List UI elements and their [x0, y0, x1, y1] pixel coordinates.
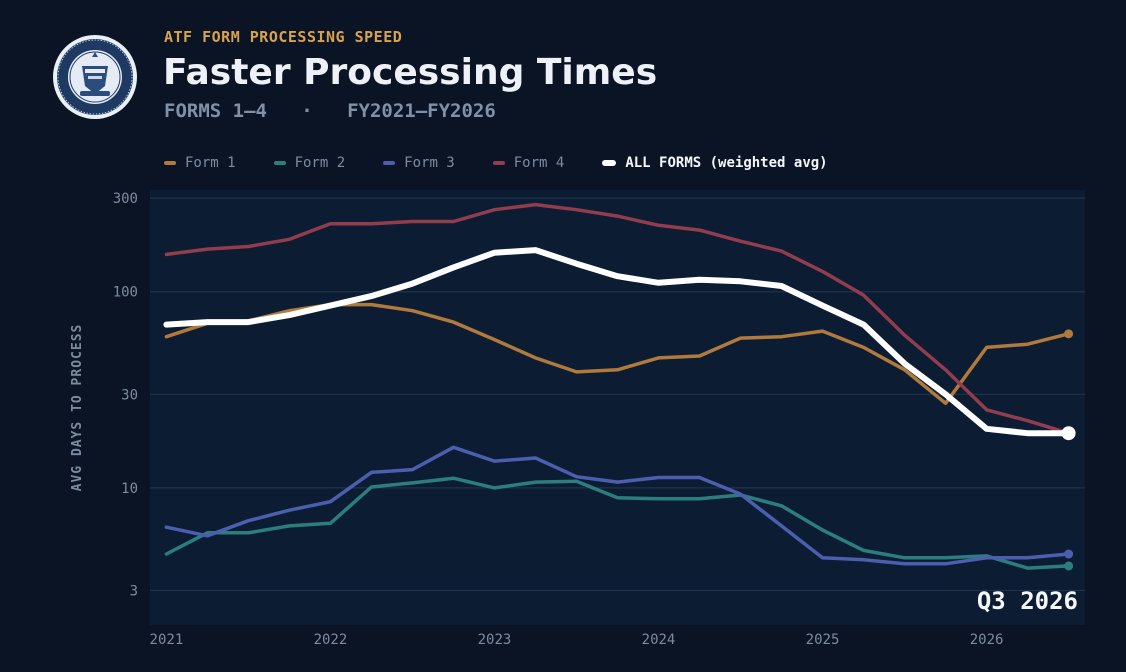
x-tick-label: 2024 — [642, 632, 676, 648]
legend-item-all-forms[interactable]: ALL FORMS (weighted avg) — [602, 155, 828, 171]
series-line-5 — [163, 247, 1072, 437]
series-end-point-3 — [1064, 549, 1074, 559]
y-tick-label: 3 — [130, 583, 138, 599]
series-line-3 — [164, 445, 1071, 566]
legend-item-form-4[interactable]: Form 4 — [492, 155, 565, 171]
atf-seal-icon — [53, 35, 137, 119]
x-tick-label: 2022 — [314, 632, 348, 648]
subtitle-forms: FORMS 1–4 — [164, 100, 267, 122]
series-end-point-2 — [1064, 561, 1074, 571]
plot-area — [150, 190, 1085, 625]
legend-label-form-2: Form 2 — [294, 155, 346, 171]
chart-subtitle: FORMS 1–4 · FY2021–FY2026 — [164, 100, 496, 122]
legend-label-form-1: Form 1 — [185, 155, 236, 171]
series-end-point-1 — [1064, 329, 1074, 339]
y-tick-label: 30 — [121, 387, 138, 403]
legend-item-form-3[interactable]: Form 3 — [383, 155, 455, 171]
subtitle-years: FY2021–FY2026 — [347, 100, 496, 122]
legend-label-all-forms: ALL FORMS (weighted avg) — [625, 155, 828, 171]
legend-swatch-form-1 — [164, 161, 176, 165]
series-end-point-5 — [1061, 426, 1076, 441]
y-tick-label: 300 — [113, 191, 138, 207]
legend-swatch-all-forms — [602, 160, 617, 166]
legend-item-form-1[interactable]: Form 1 — [164, 155, 236, 171]
x-tick-label: 2025 — [806, 632, 840, 648]
legend-swatch-form-4 — [492, 161, 505, 165]
x-tick-label: 2026 — [970, 632, 1004, 648]
period-stamp: Q3 2026 — [977, 587, 1078, 615]
y-axis-label: AVG DAYS TO PROCESS — [70, 324, 85, 492]
y-tick-label: 10 — [121, 481, 138, 497]
legend-label-form-3: Form 3 — [404, 155, 455, 171]
y-tick-label: 100 — [113, 285, 138, 301]
chart-kicker: ATF FORM PROCESSING SPEED — [164, 28, 403, 46]
legend-swatch-form-2 — [273, 161, 286, 165]
series-line-4 — [164, 202, 1071, 435]
chart-legend: Form 1 Form 2 Form 3 Form 4 ALL FORMS (w… — [164, 153, 866, 173]
legend-swatch-form-3 — [383, 161, 396, 165]
page-title: Faster Processing Times — [163, 52, 658, 93]
legend-label-form-4: Form 4 — [513, 155, 565, 171]
series-line-2 — [164, 476, 1071, 570]
x-tick-label: 2021 — [150, 632, 184, 648]
legend-item-form-2[interactable]: Form 2 — [273, 155, 346, 171]
subtitle-separator: · — [301, 100, 313, 122]
x-tick-label: 2023 — [478, 632, 512, 648]
